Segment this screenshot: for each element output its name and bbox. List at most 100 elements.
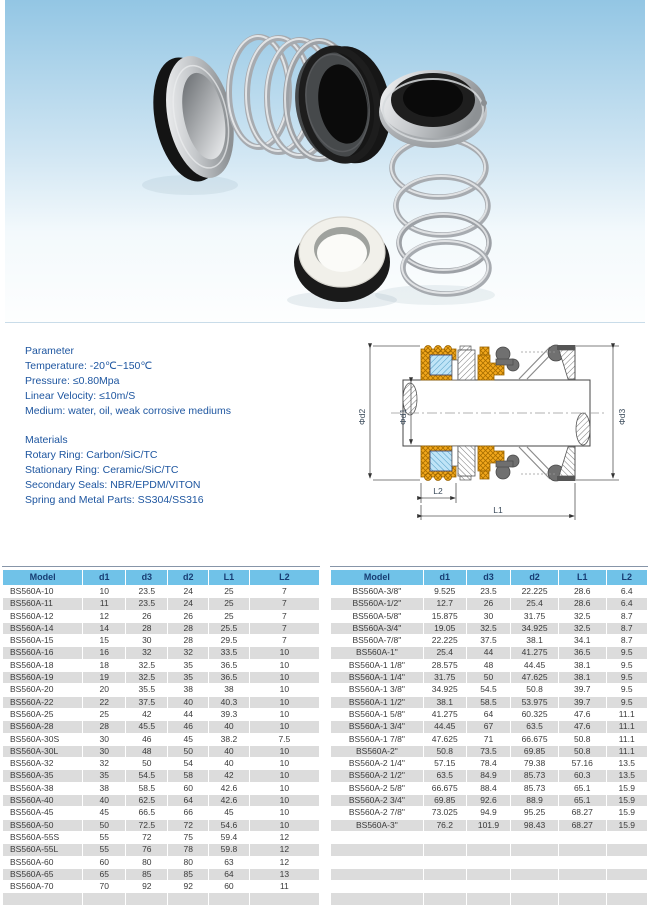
value-cell: 24 (168, 598, 209, 610)
value-cell (466, 893, 511, 905)
value-cell: 10 (249, 696, 319, 708)
value-cell (559, 881, 606, 892)
dimension-lines (368, 343, 619, 520)
model-cell: BS560A-55L (3, 844, 83, 856)
column-header-d3: d3 (126, 570, 168, 585)
value-cell (606, 844, 647, 856)
model-cell (331, 857, 423, 868)
value-cell: 60 (99, 856, 109, 867)
value-cell: 92.6 (466, 795, 511, 807)
value-cell: 40.3 (209, 696, 249, 708)
value-cell: 25.4 (423, 647, 466, 659)
table-row: BS560A-65 65 85 85 64 13 (3, 868, 319, 881)
table-row: BS560A-2 7/8" 73.025 94.9 95.25 68.27 15.9 (331, 807, 647, 818)
value-cell: 10 (249, 745, 319, 758)
table-row (331, 881, 647, 892)
table-left: Model d1 d3 d2 L1 L2 BS560A-10 10 23.5 24 25 7 BS560… (2, 569, 320, 906)
model-cell: BS560A-3" (331, 819, 423, 831)
value-cell: 38 (183, 684, 193, 695)
value-cell: 55 (99, 831, 109, 842)
value-cell: 38.2 (220, 733, 238, 744)
value-cell: 72.5 (126, 819, 168, 831)
model-cell: BS560A-1 7/8" (348, 733, 405, 744)
value-cell: 25 (224, 586, 234, 596)
value-cell: 31.75 (423, 672, 466, 684)
value-cell: 46 (142, 733, 152, 744)
value-cell (607, 857, 647, 868)
value-cell: 48 (126, 745, 168, 758)
table-row: BS560A-70 70 92 92 60 11 (3, 881, 319, 892)
dimension-labels: Φd2 Φd1 Φd3 L2 L1 (357, 408, 627, 515)
value-cell: 55 (83, 844, 126, 856)
model-cell: BS560A-40 (3, 795, 83, 807)
value-cell: 38 (224, 684, 234, 695)
table-row: BS560A-2 1/2" 63.5 84.9 85.73 60.3 13.5 (331, 770, 647, 782)
table-row: BS560A-1 1/2" 38.1 58.5 53.975 39.7 9.5 (331, 696, 647, 708)
value-cell: 10 (249, 672, 319, 684)
table-row: BS560A-3/4" 19.05 32.5 34.925 32.5 8.7 (331, 622, 647, 635)
model-cell: BS560A-35 (3, 770, 83, 782)
clip-tab (481, 100, 487, 106)
value-cell: 10 (249, 770, 319, 782)
model-cell: BS560A-30S (10, 733, 60, 744)
metal-seat-ring (153, 55, 234, 182)
value-cell: 33.5 (209, 647, 249, 659)
value-cell: 9.5 (606, 647, 647, 659)
value-cell: 14 (83, 622, 126, 635)
table-row: BS560A-28 28 45.5 46 40 10 (3, 721, 319, 733)
value-cell: 84.9 (466, 770, 511, 782)
value-cell: 35.5 (138, 684, 156, 695)
value-cell: 65.1 (558, 795, 606, 807)
value-cell: 30 (483, 610, 494, 621)
value-cell: 8.7 (620, 635, 633, 646)
spec-line: Medium: water, oil, weak corrosive mediu… (25, 405, 231, 417)
value-cell: 30 (83, 745, 126, 758)
value-cell: 7 (282, 586, 287, 596)
value-cell: 44.45 (523, 659, 546, 670)
seal-cross-section-diagram: Φd2 Φd1 Φd3 L2 L1 (353, 333, 650, 561)
value-cell: 57.15 (434, 758, 456, 769)
value-cell: 54.6 (209, 819, 249, 831)
table-row: BS560A-1/2" 12.7 26 25.4 28.6 6.4 (331, 598, 647, 610)
value-cell (558, 844, 606, 856)
value-cell: 9.5 (606, 672, 647, 684)
table-row: BS560A-2" 50.8 73.5 69.85 50.8 11.1 (331, 745, 647, 758)
value-cell: 32.5 (558, 622, 606, 635)
value-cell: 45 (183, 733, 193, 744)
table-row (331, 832, 647, 843)
value-cell: 16 (83, 647, 126, 659)
table-row: BS560A-55L 55 76 78 59.8 12 (3, 844, 319, 856)
value-cell: 26 (466, 598, 511, 610)
model-cell: BS560A-3/4" (331, 622, 423, 635)
value-cell: 30 (99, 733, 109, 744)
value-cell: 15.875 (431, 610, 458, 621)
model-cell: BS560A-3/8" (352, 586, 402, 596)
value-cell (467, 881, 511, 892)
column-header-l2: L2 (249, 570, 319, 585)
value-cell: 66 (183, 807, 193, 818)
seal-components (420, 344, 576, 482)
value-cell: 38 (99, 782, 109, 793)
model-cell: BS560A-1/2" (331, 598, 423, 610)
value-cell: 10 (249, 795, 319, 807)
value-cell: 50.8 (526, 684, 543, 695)
value-cell: 42.6 (220, 782, 238, 793)
value-cell: 13.5 (606, 770, 647, 782)
value-cell: 64 (483, 708, 494, 719)
value-cell: 26 (183, 610, 193, 621)
table-row (331, 857, 647, 868)
table-row: BS560A-12 12 26 26 25 7 (3, 611, 319, 622)
model-cell: BS560A-65 (3, 868, 83, 881)
value-cell: 11.1 (606, 721, 647, 733)
table-right: Model d1 d3 d2 L1 L2 BS560A-3/8" 9.525 23.5 22.22… (330, 569, 648, 906)
value-cell: 64 (209, 868, 249, 881)
value-cell: 10 (99, 586, 109, 596)
table-row: BS560A-2 5/8" 66.675 88.4 85.73 65.1 15.9 (331, 783, 647, 794)
value-cell: 32 (126, 647, 168, 659)
value-cell: 30 (142, 635, 152, 646)
value-cell (209, 893, 249, 905)
materials-title: Materials (25, 434, 68, 446)
column-header-d1: d1 (423, 570, 466, 585)
table-row: BS560A-15 15 30 28 29.5 7 (3, 635, 319, 646)
value-cell: 72 (142, 831, 152, 842)
